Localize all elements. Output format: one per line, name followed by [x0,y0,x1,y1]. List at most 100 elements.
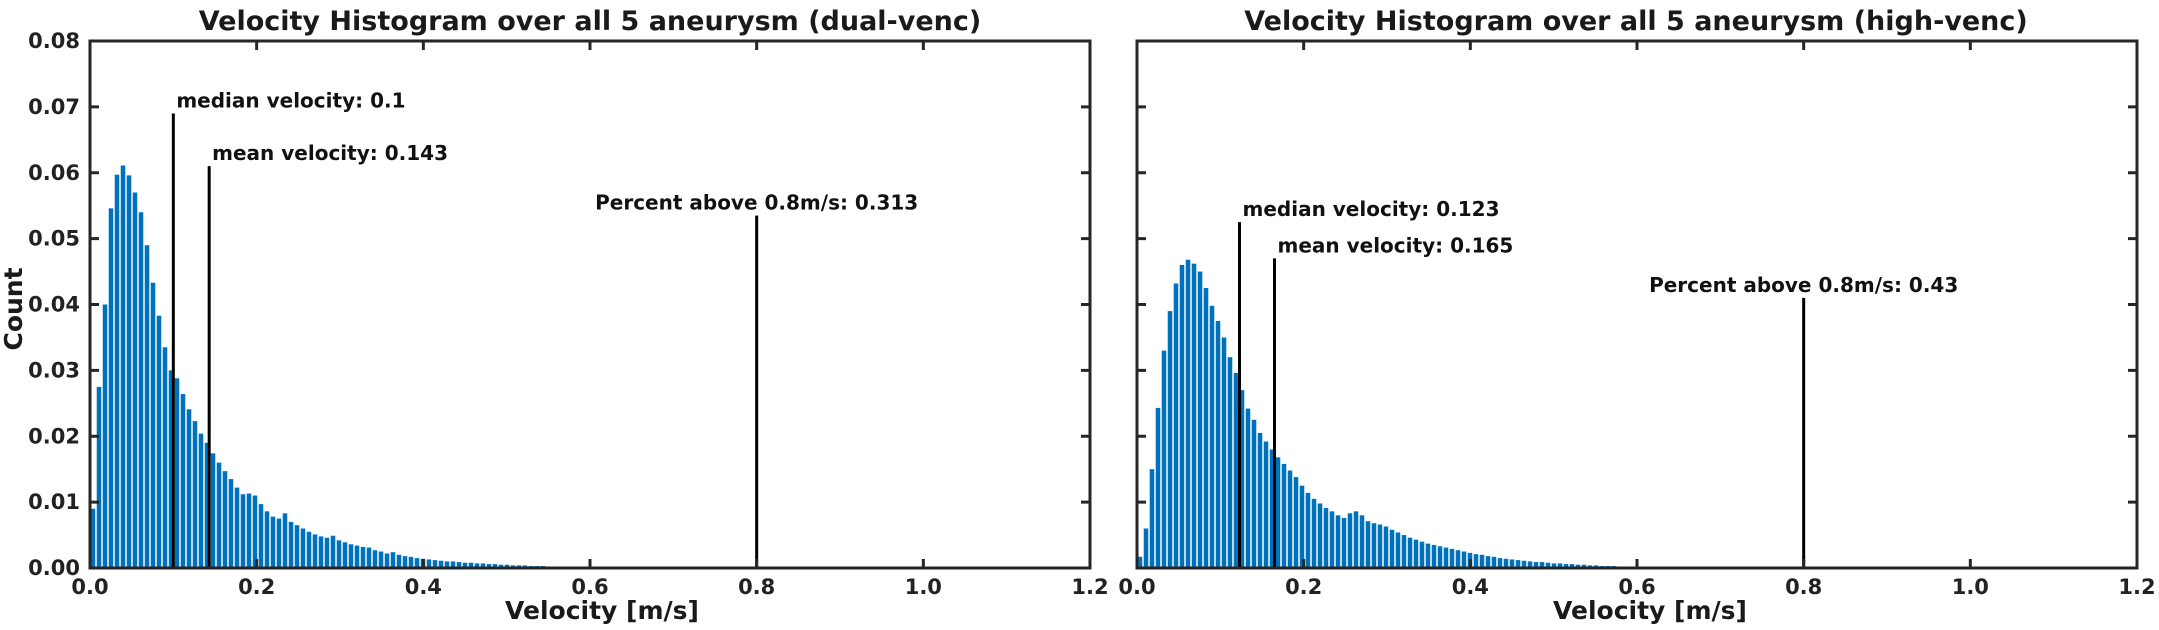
dual-venc-y-tick-label: 0.03 [28,358,80,382]
high-venc-axes-box [1135,39,2139,570]
dual-venc-y-tick-label: 0.08 [28,29,80,53]
high-venc-histogram-bar [1323,508,1329,568]
dual-venc-y-tick-label: 0.04 [28,293,80,317]
dual-venc-histogram-bar [222,471,228,568]
high-venc-histogram-bar [1497,558,1503,568]
dual-venc-histogram-bar [174,378,180,568]
high-venc-histogram-bar [1485,556,1491,568]
dual-venc-y-tick-label: 0.01 [28,490,80,514]
dual-venc-x-tick-label: 0.4 [405,575,442,599]
dual-venc-histogram-bar [438,560,444,568]
dual-venc-histogram-bar [336,540,342,568]
dual-venc-histogram-bar [456,562,462,568]
high-venc-histogram-bar [1425,543,1431,568]
dual-venc-histogram-bar [378,551,384,568]
high-venc-histogram-bar [1149,469,1155,568]
high-venc-histogram-bar [1575,564,1581,568]
dual-venc-histogram-bar [486,564,492,568]
dual-venc-histogram-bar [354,545,360,568]
dual-venc-histogram-bar [192,421,198,568]
dual-venc-x-tick-label: 1.0 [905,575,942,599]
dual-venc-histogram-bar [312,534,318,568]
high-venc-marker-annotation: Percent above 0.8m/s: 0.43 [1649,273,1958,297]
dual-venc-histogram-bar [108,208,114,568]
high-venc-marker-annotation: median velocity: 0.123 [1243,197,1500,221]
dual-venc-histogram-bar [156,315,162,568]
dual-venc-histogram-bar [150,282,156,568]
high-venc-histogram-bar [1443,547,1449,568]
high-venc-histogram-bar [1581,564,1587,568]
dual-venc-histogram-bar [384,553,390,568]
high-venc-chart-title: Velocity Histogram over all 5 aneurysm (… [1244,6,2028,37]
high-venc-histogram-bar [1545,562,1551,568]
dual-venc-histogram-bar [390,552,396,568]
dual-venc-y-tick-label: 0.07 [28,95,80,119]
high-venc-x-tick-label: 0.2 [1285,575,1322,599]
dual-venc-histogram-bar [198,433,204,568]
high-venc-histogram-bar [1563,564,1569,568]
dual-venc-histogram-bar [468,562,474,568]
high-venc-markers: median velocity: 0.123 mean velocity: 0.1… [1238,197,1958,568]
high-venc-histogram-bar [1161,350,1167,568]
high-venc-histogram-bar [1395,532,1401,568]
high-venc-histogram-bar [1311,498,1317,568]
dual-venc-bars [90,165,630,569]
high-venc-histogram-bar [1287,470,1293,568]
dual-venc-histogram-bar [492,564,498,568]
dual-venc-y-tick-label: 0.00 [28,556,80,580]
high-venc-histogram-bar [1491,556,1497,568]
dual-venc-histogram-bar [162,347,168,568]
high-venc-histogram-bar [1263,441,1269,568]
dual-venc-histogram-bar [300,528,306,568]
high-venc-histogram-bar [1203,288,1209,568]
high-venc-histogram-bar [1365,521,1371,568]
high-venc-histogram-bar [1251,419,1257,568]
dual-venc-histogram-bar [324,537,330,568]
high-venc-histogram-bar [1449,548,1455,568]
dual-venc-histogram-bar [132,192,138,568]
high-venc-histogram-bar [1245,408,1251,568]
high-venc-y-ticks [1137,39,2137,570]
high-venc-histogram-bar [1233,373,1239,568]
high-venc-histogram-bar [1335,515,1341,568]
dual-venc-x-tick-label: 0.6 [571,575,608,599]
dual-venc-y-tick-label: 0.02 [28,424,80,448]
high-venc-histogram-bar [1137,556,1143,568]
high-venc-histogram-bar [1329,511,1335,568]
high-venc-histogram-bar [1143,528,1149,568]
high-venc-histogram-bar [1173,283,1179,568]
dual-venc-histogram-bar [228,479,234,568]
high-venc-histogram-bar [1305,492,1311,568]
high-venc-marker-annotation: mean velocity: 0.165 [1278,233,1514,257]
high-venc-histogram-bar [1419,541,1425,568]
high-venc-histogram-bar [1413,539,1419,568]
dual-venc-histogram-bar [474,563,480,568]
dual-venc-histogram-bar [372,550,378,568]
high-venc-histogram-bar [1383,526,1389,568]
dual-venc-histogram-bar [234,487,240,568]
high-venc-histogram-bar [1227,357,1233,568]
high-venc-x-tick-label: 0.8 [1785,575,1822,599]
dual-venc-histogram-bar [426,559,432,568]
high-venc-histogram-bar [1437,546,1443,568]
high-venc-histogram-bar [1527,561,1533,568]
high-venc-histogram-bar [1269,449,1275,568]
dual-venc-histogram-bar [462,562,468,568]
high-venc-histogram-bar [1293,477,1299,568]
high-venc-bars [1137,259,1677,568]
high-venc-histogram-bar [1521,560,1527,568]
dual-venc-histogram-bar [216,462,222,568]
dual-venc-histogram-bar [360,546,366,568]
dual-venc-histogram-bar [504,564,510,568]
dual-venc-histogram-bar [186,409,192,568]
high-venc-x-tick-label: 0.6 [1618,575,1655,599]
high-venc-histogram-bar [1461,551,1467,568]
high-venc-histogram-bar [1389,529,1395,568]
high-venc-histogram-bar [1569,564,1575,568]
high-venc-histogram-bar [1347,513,1353,568]
dual-venc-histogram-bar [246,493,252,568]
dual-venc-x-ticks: 0.0 0.2 0.4 0.6 0.8 1.0 1.2 [71,41,1109,599]
high-venc-histogram-bar [1371,523,1377,568]
dual-venc-histogram-bar [444,561,450,568]
